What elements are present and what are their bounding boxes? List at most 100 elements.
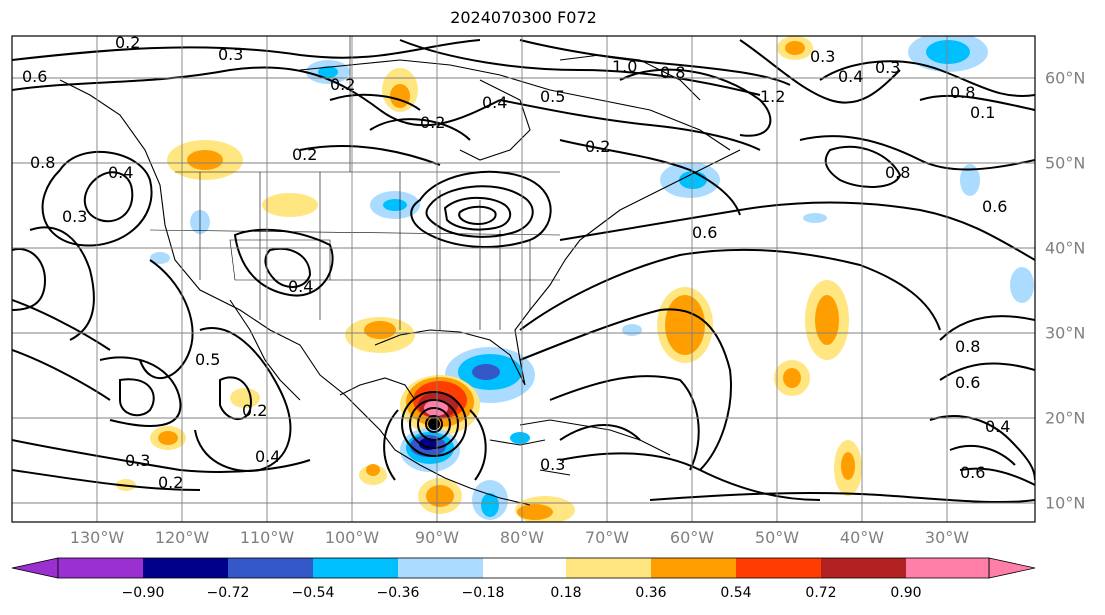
contour-label: 0.3 xyxy=(125,451,150,470)
shade-blob xyxy=(665,295,705,355)
shade-blob xyxy=(783,368,801,388)
colorbar-bin xyxy=(566,558,651,578)
shade-blob xyxy=(517,504,553,520)
colorbar-extend-high xyxy=(988,557,1036,579)
map-title: 2024070300 F072 xyxy=(450,8,597,27)
colorbar-tick-label: −0.54 xyxy=(291,585,335,601)
contour-label: 0.6 xyxy=(982,197,1007,216)
contour-label: 0.5 xyxy=(540,87,565,106)
colorbar-bin xyxy=(821,558,906,578)
contour-label: 0.4 xyxy=(288,277,313,296)
lat-label: 20°N xyxy=(1045,408,1086,428)
colorbar-tick-label: 0.72 xyxy=(805,585,837,601)
contour-label: 0.3 xyxy=(540,455,565,474)
contour-label: 0.3 xyxy=(875,58,900,77)
colorbar-bin xyxy=(313,558,398,578)
colorbar-extend-low xyxy=(11,557,59,579)
contour-label: 0.2 xyxy=(242,401,267,420)
contour-label: 1.2 xyxy=(760,87,785,106)
contour-label: 0.6 xyxy=(960,463,985,482)
shade-blob xyxy=(383,199,407,211)
colorbar-bin xyxy=(398,558,483,578)
lon-label: 30°W xyxy=(924,528,970,547)
graticule xyxy=(12,36,1035,522)
colorbar-tick-label: 0.18 xyxy=(550,585,582,601)
contour-label: 0.8 xyxy=(950,83,975,102)
lon-label: 50°W xyxy=(754,528,800,547)
colorbar xyxy=(11,557,1036,579)
weather-map: 0.2 0.3 0.3 0.6 0.2 0.5 0.2 0.8 0.4 0.3 … xyxy=(11,33,1036,523)
colorbar-bin xyxy=(143,558,228,578)
contour-lines xyxy=(12,39,1035,504)
contour-label: 0.2 xyxy=(158,473,183,492)
colorbar-tick-label: 0.54 xyxy=(720,585,752,601)
lat-label: 50°N xyxy=(1045,153,1086,173)
lon-label: 60°W xyxy=(669,528,715,547)
contour-label: 0.2 xyxy=(585,137,610,156)
lat-label: 60°N xyxy=(1045,68,1086,88)
shade-blob xyxy=(318,66,338,78)
contour-labels: 0.2 0.3 0.3 0.6 0.2 0.5 0.2 0.8 0.4 0.3 … xyxy=(22,33,1010,492)
shade-blob xyxy=(472,364,500,380)
shade-blob xyxy=(960,164,980,196)
contour-label: 0.4 xyxy=(108,163,133,182)
lat-label: 30°N xyxy=(1045,323,1086,343)
contour-label: 0.1 xyxy=(970,103,995,122)
shade-blob xyxy=(510,432,530,444)
lon-label: 100°W xyxy=(324,528,380,547)
colorbar-tick-label: 0.90 xyxy=(890,585,922,601)
shade-blob xyxy=(230,388,260,408)
colorbar-bin xyxy=(58,558,143,578)
lon-label: 90°W xyxy=(414,528,460,547)
colorbar-tick-label: −0.90 xyxy=(121,585,165,601)
contour-label: 1.0 xyxy=(612,57,637,76)
colorbar-bin xyxy=(651,558,736,578)
contour-label: 0.2 xyxy=(115,33,140,52)
shade-blob xyxy=(187,150,223,170)
colorbar-frame xyxy=(57,557,990,579)
lon-label: 40°W xyxy=(839,528,885,547)
shade-blob xyxy=(262,193,318,217)
contour-label: 0.4 xyxy=(838,67,863,86)
storm-center xyxy=(428,418,440,430)
map-frame xyxy=(11,35,1036,523)
colorbar-tick-label: −0.18 xyxy=(461,585,505,601)
colorbar-tick-label: 0.36 xyxy=(635,585,667,601)
shade-blob xyxy=(815,295,839,345)
shade-blob xyxy=(622,324,642,336)
contour-label: 0.5 xyxy=(195,350,220,369)
contour-label: 0.6 xyxy=(22,67,47,86)
colorbar-tick-label: −0.36 xyxy=(376,585,420,601)
contour-label: 0.4 xyxy=(482,93,507,112)
contour-label: 0.8 xyxy=(955,337,980,356)
contour-label: 0.3 xyxy=(218,45,243,64)
shade-blob xyxy=(1010,267,1034,303)
shade-blob xyxy=(785,41,805,55)
colorbar-bin xyxy=(736,558,821,578)
colorbar-bin xyxy=(483,558,566,578)
lon-label: 110°W xyxy=(239,528,295,547)
shade-blob xyxy=(390,84,410,108)
contour-label: 0.2 xyxy=(330,75,355,94)
shade-blob xyxy=(158,431,178,445)
contour-label: 0.8 xyxy=(885,163,910,182)
shade-blob xyxy=(150,252,170,264)
lon-label: 80°W xyxy=(499,528,545,547)
contour-label: 0.6 xyxy=(955,373,980,392)
shade-blob xyxy=(841,452,855,480)
lon-label: 70°W xyxy=(584,528,630,547)
contour-label: 0.2 xyxy=(292,145,317,164)
contour-label: 0.4 xyxy=(985,417,1010,436)
colorbar-tick-label: −0.72 xyxy=(206,585,250,601)
lat-label: 40°N xyxy=(1045,238,1086,258)
contour-label: 0.8 xyxy=(30,153,55,172)
shade-blob xyxy=(426,485,454,507)
contour-label: 0.3 xyxy=(810,47,835,66)
lon-label: 120°W xyxy=(154,528,210,547)
colorbar-bin xyxy=(906,558,989,578)
shade-blob xyxy=(364,321,396,339)
contour-label: 0.2 xyxy=(420,113,445,132)
shade-blob xyxy=(803,213,827,223)
state-borders xyxy=(149,36,561,330)
shade-blob xyxy=(481,493,499,517)
